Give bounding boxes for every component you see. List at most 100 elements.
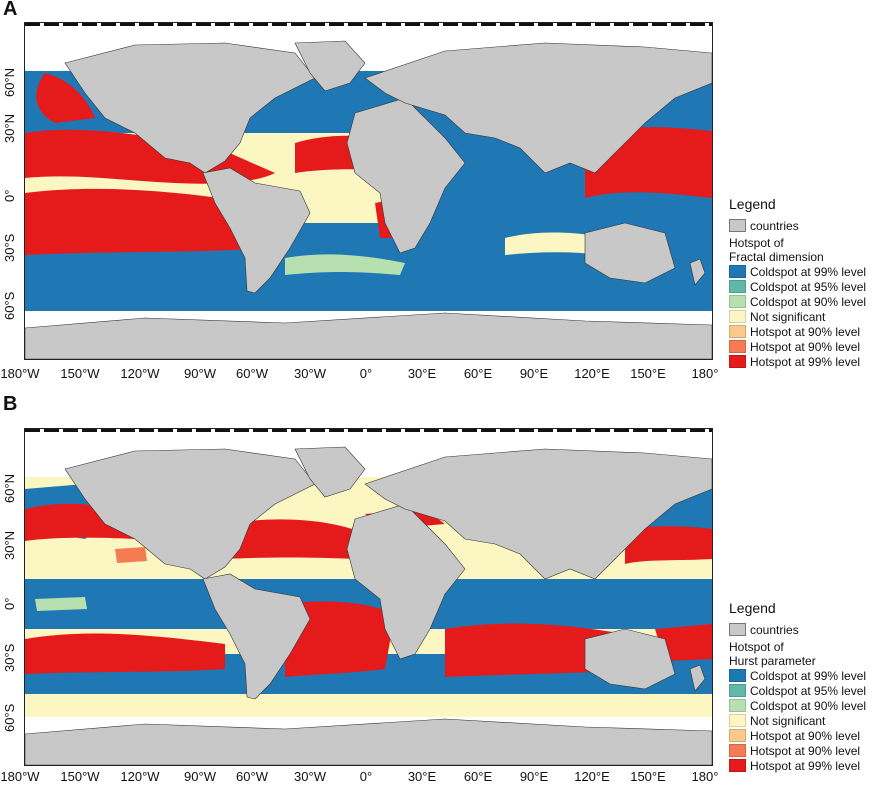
lon-label: 180° xyxy=(691,769,719,784)
lon-label: 60°W xyxy=(236,769,268,784)
countries-swatch xyxy=(729,219,746,232)
hotspot-region xyxy=(625,526,712,564)
legend-row: Hotspot at 90% level xyxy=(729,743,866,758)
hotspot90-region xyxy=(115,547,147,563)
lat-label-60s-a: 60°S xyxy=(2,291,17,320)
hotspot-region xyxy=(655,624,712,661)
lat-label-0-a: 0° xyxy=(2,189,17,202)
legend-swatch xyxy=(729,669,746,682)
lon-label: 180°W xyxy=(0,366,40,381)
legend-label: Hotspot at 90% level xyxy=(750,743,861,758)
lon-label: 90°W xyxy=(184,366,216,381)
lon-label: 30°E xyxy=(407,366,437,381)
legend-subtitle-line: Hotspot of xyxy=(729,640,784,654)
lon-label: 60°W xyxy=(236,366,268,381)
legend-row: Hotspot at 99% level xyxy=(729,758,866,773)
legend-row: Not significant xyxy=(729,713,866,728)
lon-label: 30°W xyxy=(294,366,326,381)
legend-swatch xyxy=(729,325,746,338)
legend-label: Not significant xyxy=(750,713,826,728)
lat-label-30n-a: 30°N xyxy=(2,113,17,143)
legend-row: Coldspot at 95% level xyxy=(729,279,866,294)
legend-swatch xyxy=(729,729,746,742)
legend-label: Hotspot at 90% level xyxy=(750,339,861,354)
legend-label: Coldspot at 99% level xyxy=(750,668,867,683)
legend-row: Coldspot at 90% level xyxy=(729,698,866,713)
legend-row: Not significant xyxy=(729,309,866,324)
hotspot-region xyxy=(25,129,275,184)
lon-label: 120°W xyxy=(120,366,160,381)
legend-swatch xyxy=(729,265,746,278)
lon-label: 150°W xyxy=(60,366,100,381)
legend-row: Coldspot at 95% level xyxy=(729,683,866,698)
legend-row-countries: countries xyxy=(729,218,866,233)
lat-label-60s-b: 60°S xyxy=(2,703,17,732)
legend-label: Hotspot at 90% level xyxy=(750,728,861,743)
legend-swatch xyxy=(729,744,746,757)
legend-label: Coldspot at 90% level xyxy=(750,698,867,713)
lon-label: 90°E xyxy=(519,769,549,784)
legend-title: Legend xyxy=(729,196,776,212)
lon-label: 60°E xyxy=(463,769,493,784)
cold90-region xyxy=(285,254,405,275)
lon-label: 180° xyxy=(691,366,719,381)
panel-a-map xyxy=(24,22,713,360)
countries-layer xyxy=(25,40,712,359)
lon-label: 120°E xyxy=(574,769,610,784)
lon-label: 150°E xyxy=(630,769,666,784)
legend-swatch xyxy=(729,280,746,293)
legend-row: Hotspot at 90% level xyxy=(729,339,866,354)
legend-a: Legend countries Hotspot of Fractal dime… xyxy=(729,196,866,369)
hotspot-region xyxy=(225,519,375,559)
legend-row: Coldspot at 90% level xyxy=(729,294,866,309)
fractal-dimension-map xyxy=(25,40,712,359)
legend-row: Coldspot at 99% level xyxy=(729,668,866,683)
legend-swatch xyxy=(729,759,746,772)
panel-a-letter: A xyxy=(3,0,18,20)
hotspot-region xyxy=(25,188,265,255)
lon-label: 90°E xyxy=(519,366,549,381)
legend-subtitle-line: Hotspot of xyxy=(729,236,784,250)
lon-label: 180°W xyxy=(0,769,40,784)
legend-label: Not significant xyxy=(750,309,826,324)
legend-row: Hotspot at 90% level xyxy=(729,324,866,339)
legend-label: countries xyxy=(750,218,799,233)
lon-label: 90°W xyxy=(184,769,216,784)
legend-swatch xyxy=(729,310,746,323)
lon-label: 30°W xyxy=(294,769,326,784)
hurst-parameter-map xyxy=(25,446,712,765)
lon-label: 150°W xyxy=(60,769,100,784)
panel-b-map xyxy=(24,428,713,766)
lat-label-30s-b: 30°S xyxy=(2,643,17,672)
legend-swatch xyxy=(729,355,746,368)
panel-b-letter: B xyxy=(3,393,18,415)
legend-row: Coldspot at 99% level xyxy=(729,264,866,279)
lon-label: 30°E xyxy=(407,769,437,784)
legend-b: Legend countries Hotspot of Hurst parame… xyxy=(729,600,866,773)
legend-title: Legend xyxy=(729,600,776,616)
lon-label: 60°E xyxy=(463,366,493,381)
hotspot-region xyxy=(285,601,395,677)
cold90-region xyxy=(35,597,87,611)
lat-label-30n-b: 30°N xyxy=(2,530,17,560)
lon-label: 120°W xyxy=(120,769,160,784)
lon-label: 0° xyxy=(359,366,373,381)
legend-swatch xyxy=(729,699,746,712)
legend-label: Hotspot at 99% level xyxy=(750,354,861,369)
lat-label-60n-a: 60°N xyxy=(2,67,17,97)
countries-layer xyxy=(25,446,712,765)
legend-subtitle-line: Hurst parameter xyxy=(729,654,816,668)
legend-label: Coldspot at 95% level xyxy=(750,683,867,698)
lon-label: 120°E xyxy=(574,366,610,381)
legend-label: countries xyxy=(750,622,799,637)
lon-label: 0° xyxy=(359,769,373,784)
legend-label: Hotspot at 99% level xyxy=(750,758,861,773)
legend-row: Hotspot at 90% level xyxy=(729,728,866,743)
legend-subtitle: Hotspot of Hurst parameter xyxy=(729,640,866,668)
legend-subtitle-line: Fractal dimension xyxy=(729,250,824,264)
hotspot-region xyxy=(25,633,225,674)
lat-label-60n-b: 60°N xyxy=(2,473,17,503)
legend-swatch xyxy=(729,295,746,308)
legend-swatch xyxy=(729,684,746,697)
legend-swatch xyxy=(729,714,746,727)
